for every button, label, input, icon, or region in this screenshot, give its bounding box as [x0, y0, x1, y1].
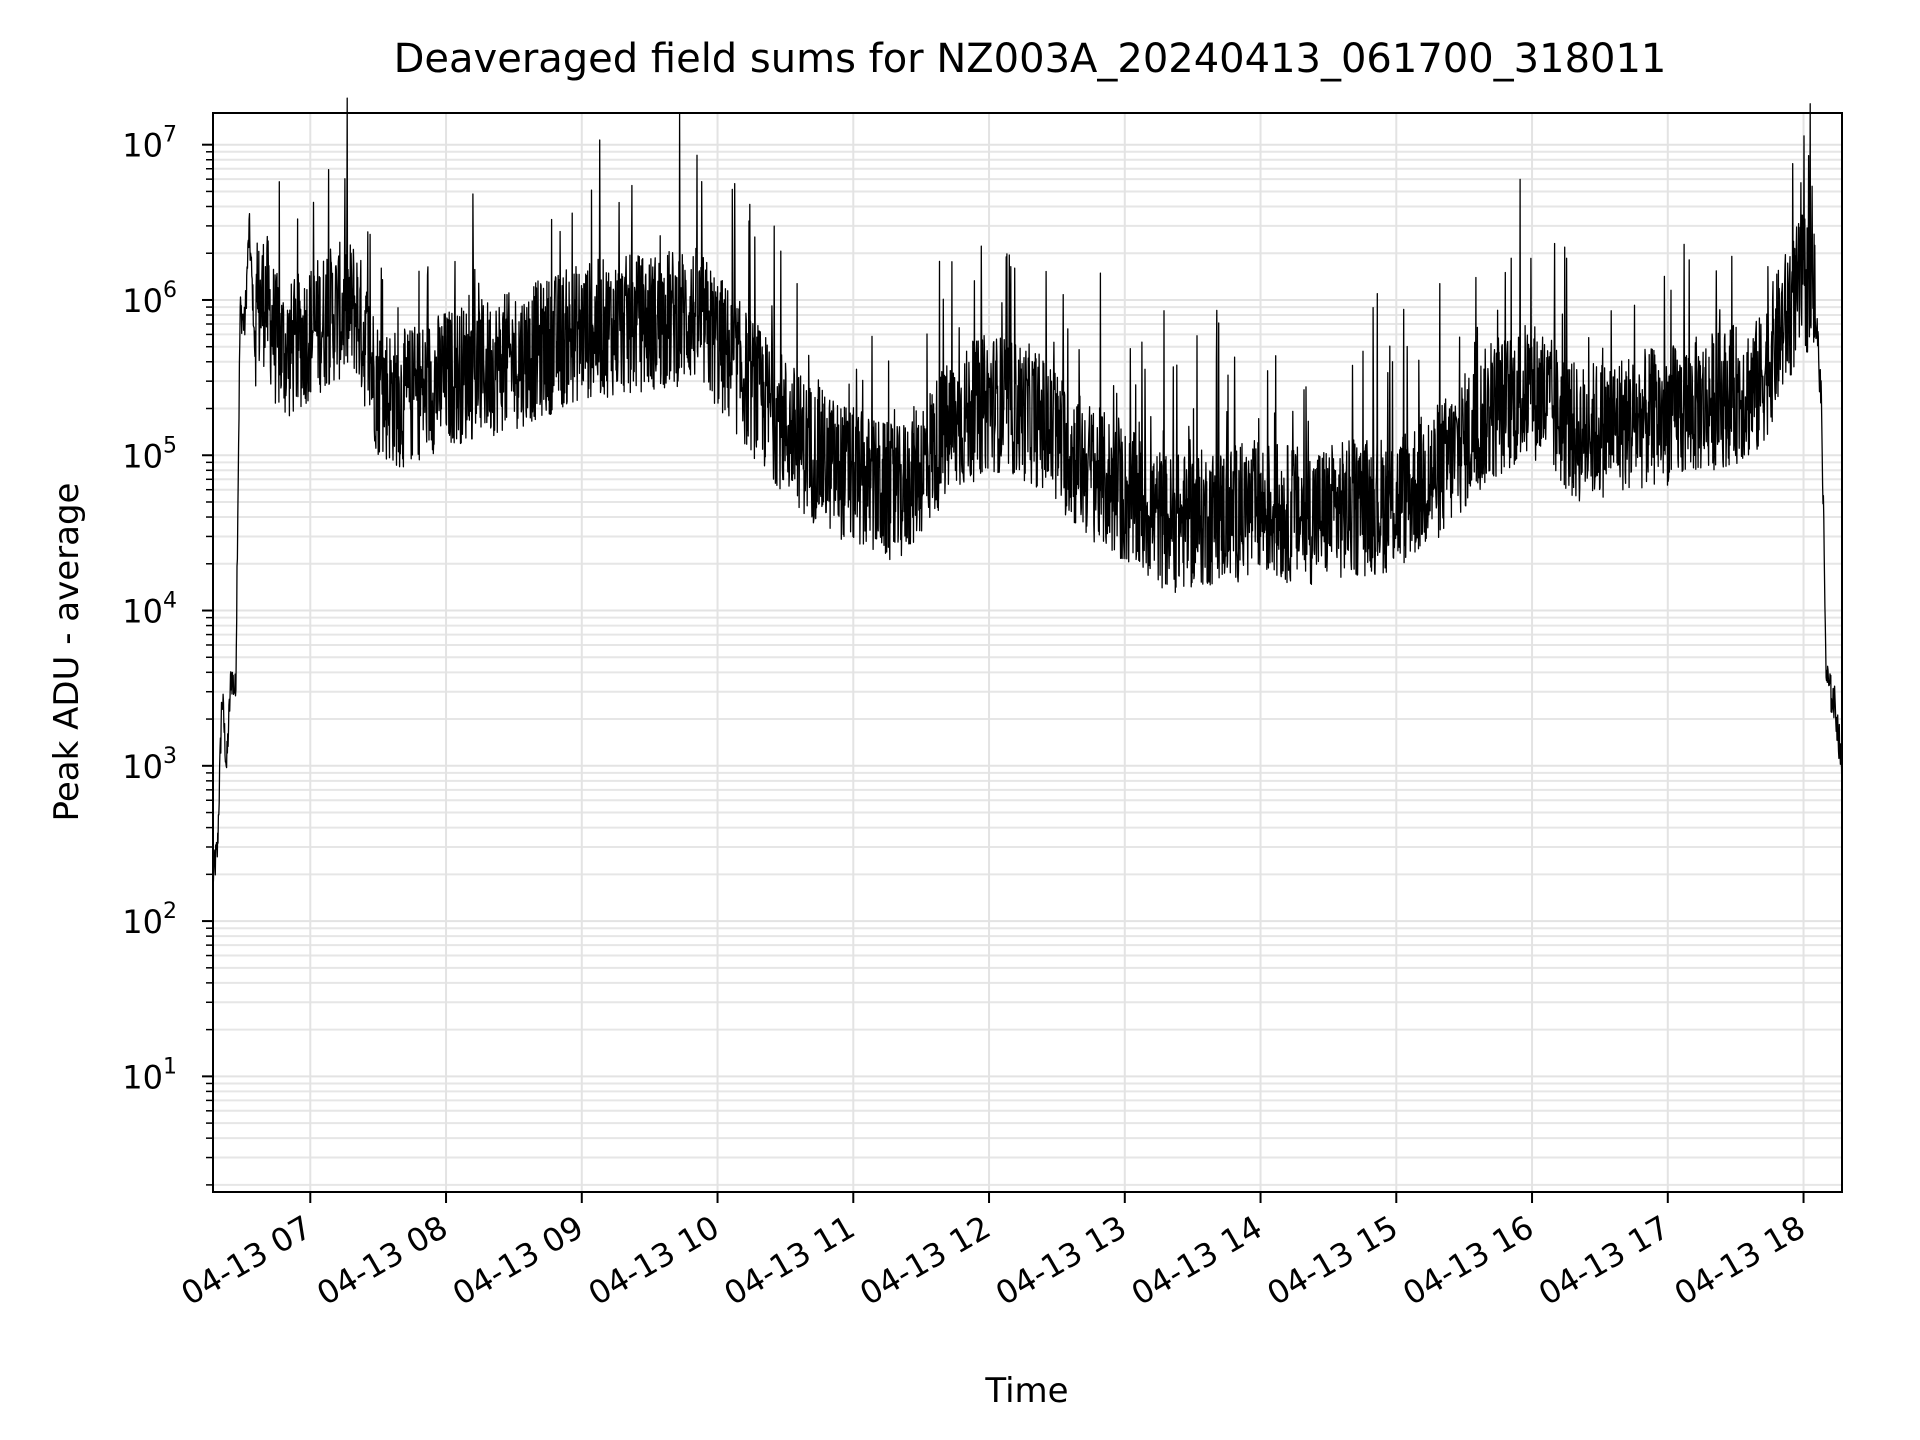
chart-title: Deaveraged field sums for NZ003A_2024041… [394, 36, 1667, 82]
y-tick-base: 10 [122, 593, 163, 631]
y-tick-exponent: 1 [163, 1054, 177, 1079]
y-tick-label: 103 [122, 744, 177, 786]
y-tick-exponent: 2 [163, 899, 177, 924]
minor-gridlines [213, 150, 1842, 1186]
series-layer [212, 97, 1843, 883]
y-tick-exponent: 3 [163, 744, 177, 769]
y-tick-label: 102 [122, 899, 177, 941]
y-tick-label: 107 [122, 123, 177, 165]
y-tick-base: 10 [122, 282, 163, 320]
y-tick-base: 10 [122, 437, 163, 475]
y-tick-base: 10 [122, 1058, 163, 1096]
x-axis-label: Time [984, 1371, 1068, 1411]
y-tick-exponent: 6 [163, 278, 177, 303]
y-tick-base: 10 [122, 127, 163, 165]
y-axis-label: Peak ADU - average [47, 483, 87, 822]
y-tick-label: 104 [122, 589, 177, 631]
y-tick-base: 10 [122, 903, 163, 941]
y-tick-base: 10 [122, 748, 163, 786]
y-tick-label: 101 [122, 1054, 177, 1096]
y-tick-exponent: 5 [163, 433, 177, 458]
y-tick-label: 106 [122, 278, 177, 320]
y-tick-exponent: 4 [163, 589, 177, 614]
y-tick-exponent: 7 [163, 123, 177, 148]
plot-frame [212, 112, 1843, 1193]
y-tick-label: 105 [122, 433, 177, 475]
series-line [212, 97, 1843, 883]
